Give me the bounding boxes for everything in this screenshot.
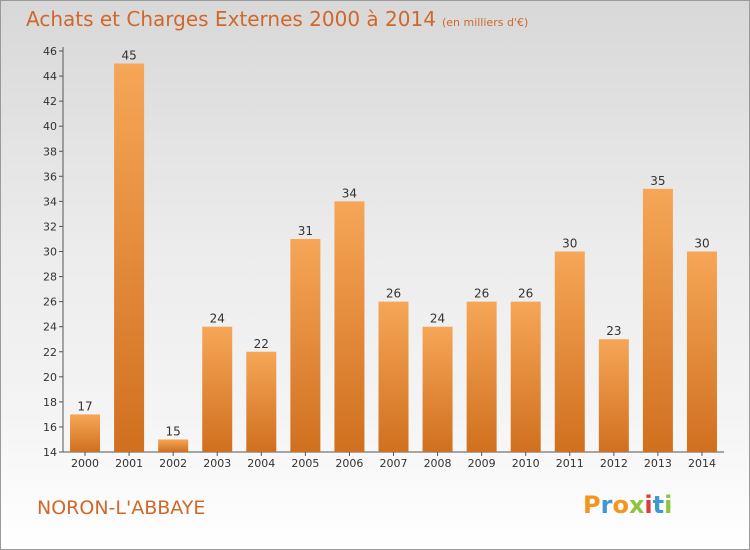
value-label: 17	[77, 399, 92, 413]
unit-note: (en milliers d'€)	[441, 16, 529, 29]
y-tick-label: 46	[43, 45, 57, 58]
bar	[202, 326, 233, 452]
bar	[466, 301, 497, 452]
value-label: 24	[210, 312, 225, 326]
logo-letter: i	[664, 491, 673, 519]
x-tick-label: 2007	[380, 457, 408, 470]
y-tick-label: 42	[43, 95, 57, 108]
x-tick-label: 2004	[247, 457, 275, 470]
bar	[510, 301, 541, 452]
y-tick-label: 38	[43, 145, 57, 158]
x-tick-label: 2001	[115, 457, 143, 470]
axes: 14 16 18 20 22 24 26 28 30 32 34 36 38 40 42 44 46	[43, 45, 724, 459]
value-label: 35	[650, 174, 665, 188]
x-tick-label: 2010	[512, 457, 540, 470]
bar	[642, 188, 673, 452]
y-tick-label: 34	[43, 195, 57, 208]
value-label: 15	[166, 424, 181, 438]
y-tick-label: 36	[43, 170, 57, 183]
bar	[290, 238, 321, 452]
y-tick-label: 30	[43, 246, 57, 259]
logo-letter: x	[628, 491, 645, 519]
x-tick-label: 2011	[556, 457, 584, 470]
commune-name: NORON-L'ABBAYE	[37, 497, 206, 519]
title-text: Achats et Charges Externes 2000 à 2014	[26, 7, 436, 31]
y-tick-label: 32	[43, 220, 57, 233]
logo-letter: o	[612, 491, 629, 519]
y-tick-label: 44	[43, 70, 57, 83]
value-label: 30	[562, 237, 577, 251]
value-label: 30	[694, 237, 709, 251]
x-tick-label: 2013	[644, 457, 672, 470]
bar	[554, 251, 585, 452]
x-tick-label: 2014	[688, 457, 716, 470]
bars	[70, 63, 717, 452]
x-tick-label: 2002	[159, 457, 187, 470]
value-label: 26	[386, 287, 401, 301]
x-tick-label: 2000	[71, 457, 99, 470]
bar	[70, 414, 101, 452]
chart-title: Achats et Charges Externes 2000 à 2014 (e…	[26, 7, 528, 31]
bar	[114, 63, 145, 452]
value-label: 23	[606, 324, 621, 338]
value-label: 22	[254, 337, 269, 351]
value-label: 26	[518, 287, 533, 301]
bar	[334, 201, 365, 452]
bar	[246, 351, 277, 452]
bar	[378, 301, 409, 452]
labels: 2000 17 2001 45 2002 15 2003 24 2004 22 2005 31 2006…	[71, 49, 716, 470]
bar	[686, 251, 717, 452]
y-tick-label: 26	[43, 296, 57, 309]
y-tick-label: 24	[43, 321, 57, 334]
x-tick-label: 2006	[335, 457, 363, 470]
logo-letter: t	[652, 491, 665, 519]
y-tick-label: 22	[43, 346, 57, 359]
value-label: 31	[298, 224, 313, 238]
value-label: 34	[342, 186, 357, 200]
x-tick-label: 2009	[468, 457, 496, 470]
bar	[598, 339, 629, 452]
x-tick-label: 2008	[424, 457, 452, 470]
x-tick-label: 2005	[291, 457, 319, 470]
bar	[158, 439, 189, 452]
y-tick-label: 16	[43, 421, 57, 434]
proxiti-logo: Proxiti	[583, 491, 672, 519]
y-tick-label: 28	[43, 271, 57, 284]
x-tick-label: 2003	[203, 457, 231, 470]
y-tick-label: 40	[43, 120, 57, 133]
value-label: 24	[430, 312, 445, 326]
y-tick-label: 14	[43, 446, 57, 459]
logo-letter: i	[644, 491, 653, 519]
logo-letter: r	[600, 491, 613, 519]
bar	[422, 326, 453, 452]
y-tick-label: 18	[43, 396, 57, 409]
y-tick-label: 20	[43, 371, 57, 384]
value-label: 26	[474, 287, 489, 301]
logo-letter: P	[583, 491, 601, 519]
x-tick-label: 2012	[600, 457, 628, 470]
value-label: 45	[121, 49, 136, 63]
